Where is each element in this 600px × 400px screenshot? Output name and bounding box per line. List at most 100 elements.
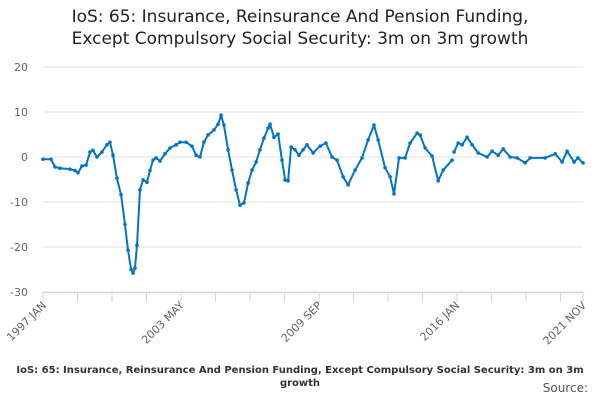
- data-point: [408, 141, 412, 145]
- data-point: [163, 152, 167, 156]
- data-point: [68, 167, 72, 171]
- data-point: [441, 168, 445, 172]
- data-point: [353, 168, 357, 172]
- data-point: [460, 143, 464, 147]
- data-point: [490, 149, 494, 153]
- data-point: [262, 136, 266, 140]
- data-point: [572, 160, 576, 164]
- x-tick-label: 2016 JAN: [418, 299, 463, 344]
- chart-caption: IoS: 65: Insurance, Reinsurance And Pens…: [16, 365, 584, 389]
- data-point: [283, 178, 287, 182]
- x-tick-label: 2009 SEP: [279, 299, 325, 345]
- data-point: [436, 179, 440, 183]
- data-point: [135, 243, 139, 247]
- data-point: [397, 156, 401, 160]
- data-point: [553, 152, 557, 156]
- data-point: [418, 133, 422, 137]
- x-tick-label: 2021 NOV: [541, 299, 590, 348]
- x-tick-label: 1997 JAN: [4, 299, 49, 344]
- data-point: [184, 140, 188, 144]
- series-line: [43, 114, 584, 275]
- data-point: [138, 188, 142, 192]
- data-point: [276, 132, 280, 136]
- data-point: [330, 155, 334, 159]
- data-point: [450, 158, 454, 162]
- data-point: [311, 151, 315, 155]
- data-point: [242, 201, 246, 205]
- data-point: [266, 126, 270, 130]
- data-point: [297, 153, 301, 157]
- data-point: [383, 166, 387, 170]
- data-point: [360, 156, 364, 160]
- data-point: [53, 165, 57, 169]
- data-point: [388, 175, 392, 179]
- y-tick-label: 0: [21, 151, 28, 164]
- source-label: Source:: [542, 381, 588, 395]
- data-point: [198, 155, 202, 159]
- data-point: [452, 150, 456, 154]
- data-point: [119, 193, 123, 197]
- data-point: [194, 153, 198, 157]
- data-point: [581, 161, 585, 165]
- data-point: [126, 248, 130, 252]
- data-point: [272, 135, 276, 139]
- data-point: [470, 143, 474, 147]
- data-point: [80, 164, 84, 168]
- data-point: [403, 156, 407, 160]
- data-point: [366, 138, 370, 142]
- data-point: [246, 181, 250, 185]
- data-point: [415, 131, 419, 135]
- data-point: [174, 143, 178, 147]
- data-point: [485, 155, 489, 159]
- chart-title: IoS: 65: Insurance, Reinsurance And Pens…: [0, 6, 600, 50]
- data-point: [212, 128, 216, 132]
- data-point: [216, 122, 220, 126]
- y-tick-label: -20: [10, 241, 28, 254]
- data-point: [289, 145, 293, 149]
- data-point: [158, 159, 162, 163]
- data-point: [115, 176, 119, 180]
- data-point: [111, 153, 115, 157]
- data-point: [335, 158, 339, 162]
- data-point: [576, 156, 580, 160]
- data-point: [376, 138, 380, 142]
- data-point: [523, 161, 527, 165]
- data-point: [565, 149, 569, 153]
- data-point: [141, 178, 145, 182]
- y-tick-label: -10: [10, 196, 28, 209]
- data-point: [341, 175, 345, 179]
- data-point: [301, 148, 305, 152]
- data-point: [230, 168, 234, 172]
- data-point: [95, 155, 99, 159]
- data-point: [515, 156, 519, 160]
- data-point: [508, 155, 512, 159]
- data-point: [76, 170, 80, 175]
- data-point: [560, 160, 564, 164]
- data-point: [476, 151, 480, 155]
- data-point: [168, 146, 172, 150]
- data-point: [202, 140, 206, 144]
- data-point: [430, 154, 434, 158]
- data-point: [496, 153, 500, 157]
- data-point: [372, 123, 376, 127]
- y-tick-label: 20: [14, 61, 28, 74]
- data-point: [226, 148, 230, 152]
- data-point: [293, 148, 297, 152]
- data-point: [88, 150, 92, 154]
- data-point: [145, 180, 149, 184]
- data-point: [148, 168, 152, 173]
- data-point: [528, 156, 532, 160]
- data-point: [131, 271, 135, 275]
- chart-title-line-1: IoS: 65: Insurance, Reinsurance And Pens…: [71, 7, 529, 27]
- data-point: [423, 146, 427, 150]
- data-point: [346, 183, 350, 187]
- chart-title-line-2: Except Compulsory Social Security: 3m on…: [71, 29, 529, 49]
- data-point: [100, 150, 104, 154]
- data-point: [58, 166, 62, 171]
- data-point: [190, 144, 194, 148]
- data-point: [133, 266, 137, 270]
- data-point: [238, 203, 242, 207]
- data-point: [280, 158, 284, 162]
- data-point: [151, 158, 155, 162]
